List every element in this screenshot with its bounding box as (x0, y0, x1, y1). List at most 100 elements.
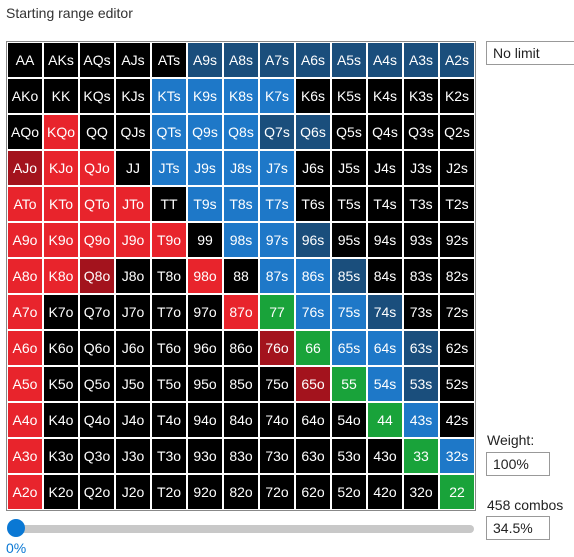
hand-cell[interactable]: Q8o (79, 258, 115, 294)
range-slider-thumb[interactable] (7, 519, 25, 537)
hand-cell[interactable]: QTo (79, 186, 115, 222)
hand-cell[interactable]: 94o (187, 402, 223, 438)
hand-cell[interactable]: 93o (187, 438, 223, 474)
hand-cell[interactable]: KK (43, 78, 79, 114)
hand-cell[interactable]: K9o (43, 222, 79, 258)
hand-cell[interactable]: K2o (43, 474, 79, 510)
hand-cell[interactable]: Q3o (79, 438, 115, 474)
hand-cell[interactable]: 87o (223, 294, 259, 330)
hand-cell[interactable]: A6s (295, 42, 331, 78)
hand-cell[interactable]: 66 (295, 330, 331, 366)
hand-cell[interactable]: T6s (295, 186, 331, 222)
hand-cell[interactable]: K6s (295, 78, 331, 114)
hand-cell[interactable]: 97o (187, 294, 223, 330)
hand-cell[interactable]: 43o (367, 438, 403, 474)
hand-cell[interactable]: K3s (403, 78, 439, 114)
hand-cell[interactable]: T2o (151, 474, 187, 510)
hand-cell[interactable]: JJ (115, 150, 151, 186)
hand-cell[interactable]: J3s (403, 150, 439, 186)
hand-cell[interactable]: T7o (151, 294, 187, 330)
hand-cell[interactable]: KQs (79, 78, 115, 114)
hand-cell[interactable]: 32o (403, 474, 439, 510)
hand-cell[interactable]: KJs (115, 78, 151, 114)
hand-cell[interactable]: 87s (259, 258, 295, 294)
hand-cell[interactable]: 75s (331, 294, 367, 330)
hand-cell[interactable]: QJo (79, 150, 115, 186)
hand-cell[interactable]: 44 (367, 402, 403, 438)
hand-cell[interactable]: 96o (187, 330, 223, 366)
hand-cell[interactable]: Q4o (79, 402, 115, 438)
hand-cell[interactable]: 42s (439, 402, 475, 438)
hand-cell[interactable]: QTs (151, 114, 187, 150)
hand-cell[interactable]: JTs (151, 150, 187, 186)
hand-cell[interactable]: 92s (439, 222, 475, 258)
hand-cell[interactable]: T5o (151, 366, 187, 402)
hand-cell[interactable]: 72o (259, 474, 295, 510)
hand-cell[interactable]: 65s (331, 330, 367, 366)
hand-cell[interactable]: J2s (439, 150, 475, 186)
hand-cell[interactable]: AJs (115, 42, 151, 78)
hand-cell[interactable]: A4o (7, 402, 43, 438)
hand-cell[interactable]: K5s (331, 78, 367, 114)
hand-cell[interactable]: T8o (151, 258, 187, 294)
hand-cell[interactable]: 88 (223, 258, 259, 294)
hand-cell[interactable]: 53s (403, 366, 439, 402)
hand-cell[interactable]: K8o (43, 258, 79, 294)
hand-cell[interactable]: 63o (295, 438, 331, 474)
hand-cell[interactable]: 85o (223, 366, 259, 402)
weight-input[interactable] (486, 452, 550, 476)
hand-cell[interactable]: J4o (115, 402, 151, 438)
hand-cell[interactable]: A9o (7, 222, 43, 258)
hand-cell[interactable]: 62s (439, 330, 475, 366)
hand-cell[interactable]: J8o (115, 258, 151, 294)
hand-cell[interactable]: KTs (151, 78, 187, 114)
hand-cell[interactable]: 52s (439, 366, 475, 402)
hand-cell[interactable]: 98o (187, 258, 223, 294)
hand-cell[interactable]: AKs (43, 42, 79, 78)
hand-cell[interactable]: AQo (7, 114, 43, 150)
hand-cell[interactable]: 97s (259, 222, 295, 258)
hand-cell[interactable]: 95o (187, 366, 223, 402)
hand-cell[interactable]: K3o (43, 438, 79, 474)
hand-cell[interactable]: 75o (259, 366, 295, 402)
hand-cell[interactable]: J9s (187, 150, 223, 186)
hand-cell[interactable]: J5o (115, 366, 151, 402)
hand-cell[interactable]: K4o (43, 402, 79, 438)
hand-cell[interactable]: 42o (367, 474, 403, 510)
hand-cell[interactable]: T2s (439, 186, 475, 222)
hand-cell[interactable]: 98s (223, 222, 259, 258)
hand-cell[interactable]: J5s (331, 150, 367, 186)
hand-cell[interactable]: 99 (187, 222, 223, 258)
hand-cell[interactable]: T3s (403, 186, 439, 222)
hand-cell[interactable]: 92o (187, 474, 223, 510)
hand-cell[interactable]: 33 (403, 438, 439, 474)
hand-cell[interactable]: T5s (331, 186, 367, 222)
hand-cell[interactable]: 54s (367, 366, 403, 402)
limit-select[interactable]: No limit (486, 41, 574, 65)
hand-cell[interactable]: Q8s (223, 114, 259, 150)
hand-cell[interactable]: J9o (115, 222, 151, 258)
hand-cell[interactable]: J3o (115, 438, 151, 474)
hand-cell[interactable]: A8o (7, 258, 43, 294)
range-slider-track[interactable] (8, 525, 474, 533)
hand-cell[interactable]: 73s (403, 294, 439, 330)
hand-cell[interactable]: T8s (223, 186, 259, 222)
hand-cell[interactable]: Q5s (331, 114, 367, 150)
hand-cell[interactable]: 82o (223, 474, 259, 510)
hand-cell[interactable]: AKo (7, 78, 43, 114)
hand-cell[interactable]: T3o (151, 438, 187, 474)
hand-cell[interactable]: J2o (115, 474, 151, 510)
hand-cell[interactable]: Q9s (187, 114, 223, 150)
hand-cell[interactable]: 62o (295, 474, 331, 510)
hand-cell[interactable]: 63s (403, 330, 439, 366)
hand-cell[interactable]: T9o (151, 222, 187, 258)
hand-cell[interactable]: 54o (331, 402, 367, 438)
hand-cell[interactable]: Q4s (367, 114, 403, 150)
hand-cell[interactable]: T6o (151, 330, 187, 366)
hand-cell[interactable]: T4s (367, 186, 403, 222)
hand-cell[interactable]: A3s (403, 42, 439, 78)
hand-cell[interactable]: AA (7, 42, 43, 78)
hand-cell[interactable]: Q6o (79, 330, 115, 366)
hand-cell[interactable]: J6o (115, 330, 151, 366)
hand-cell[interactable]: A8s (223, 42, 259, 78)
